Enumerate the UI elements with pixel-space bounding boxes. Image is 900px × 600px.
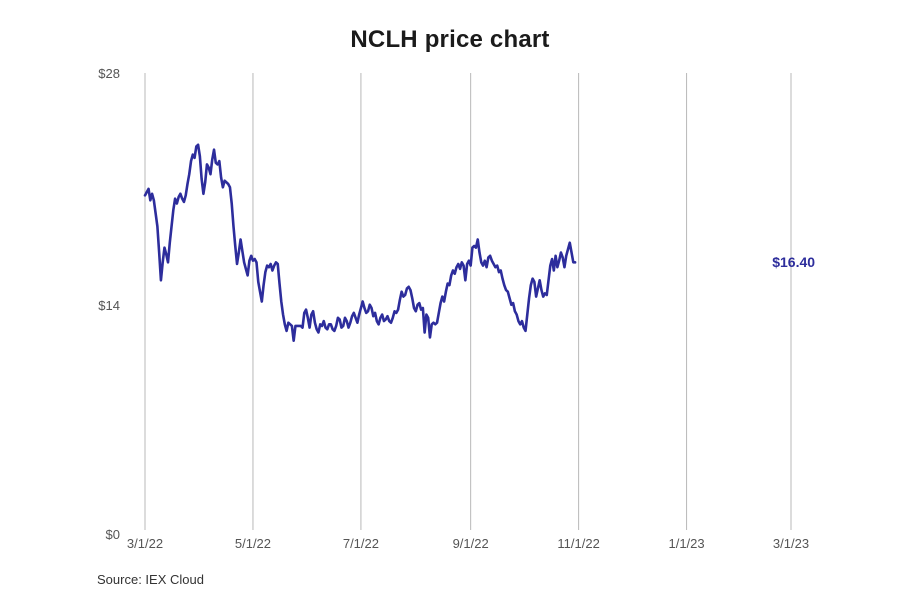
end-value-label: $16.40 bbox=[772, 254, 816, 271]
x-tick-label: 11/1/22 bbox=[557, 536, 600, 551]
source-note: Source: IEX Cloud bbox=[97, 572, 204, 587]
y-tick-label-bottom: $0 bbox=[105, 527, 120, 542]
price-line bbox=[143, 143, 577, 342]
chart-title: NCLH price chart bbox=[350, 26, 550, 53]
y-tick-label-mid: $14 bbox=[98, 298, 120, 313]
y-axis: $28 $14 $0 bbox=[60, 0, 120, 600]
x-tick-label: 1/1/23 bbox=[668, 536, 705, 551]
y-tick-label-top: $28 bbox=[98, 66, 120, 81]
gridlines bbox=[144, 73, 792, 530]
x-tick-label: 3/1/23 bbox=[772, 536, 810, 551]
x-tick-label: 3/1/22 bbox=[126, 536, 164, 551]
x-tick-label: 9/1/22 bbox=[452, 536, 489, 551]
x-tick-label: 7/1/22 bbox=[342, 536, 379, 551]
x-tick-label: 5/1/22 bbox=[234, 536, 272, 551]
